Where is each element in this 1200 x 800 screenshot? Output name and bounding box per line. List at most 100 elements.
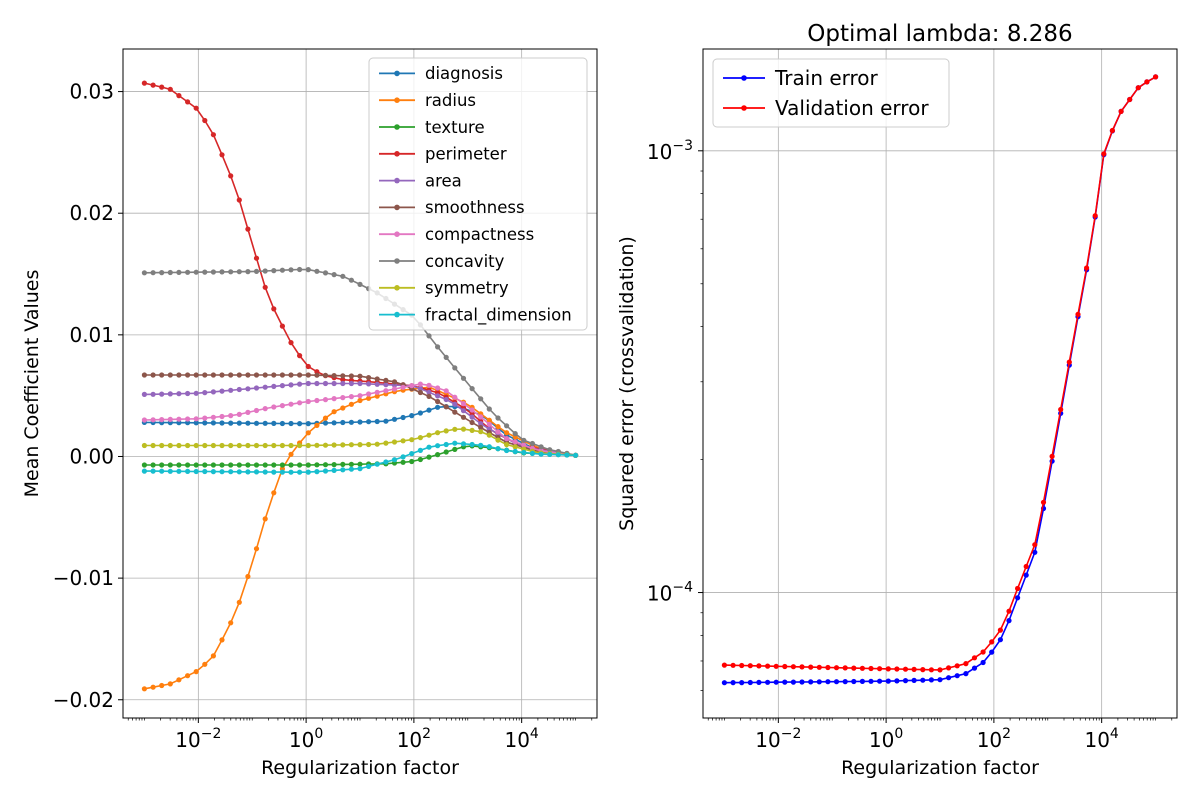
data-point (443, 396, 449, 403)
x-tick-label-base: 10 (869, 728, 894, 752)
data-point (228, 469, 234, 475)
data-point (348, 466, 354, 472)
data-point (219, 462, 225, 468)
data-point (409, 383, 415, 389)
data-point (460, 375, 467, 381)
data-point (765, 679, 771, 685)
data-point (469, 407, 475, 413)
data-point (400, 459, 406, 465)
data-point (790, 679, 797, 685)
data-point (314, 380, 320, 387)
data-point (980, 659, 986, 666)
data-point (877, 666, 883, 672)
legend-swatch-marker (741, 75, 747, 81)
data-point (297, 462, 303, 468)
data-point (435, 393, 441, 399)
data-point (236, 469, 242, 475)
data-point (357, 442, 363, 448)
legend-item: concavity (379, 252, 505, 271)
data-point (167, 269, 173, 276)
x-minor-ticks (707, 718, 1173, 721)
data-point (322, 380, 329, 387)
data-point (253, 268, 260, 274)
data-point (460, 408, 467, 414)
data-point (426, 444, 432, 450)
data-point (495, 429, 501, 435)
data-point (322, 420, 329, 426)
data-point (963, 661, 969, 667)
data-point (495, 446, 501, 452)
data-point (271, 490, 277, 496)
data-point (331, 462, 337, 468)
data-point (538, 444, 544, 450)
legend-label: area (425, 171, 462, 190)
data-point (314, 462, 320, 468)
data-point (495, 415, 501, 421)
data-point (417, 410, 423, 416)
data-point (357, 461, 363, 467)
data-point (245, 420, 251, 426)
data-point (868, 665, 874, 672)
data-point (894, 666, 900, 672)
data-point (452, 440, 458, 446)
data-point (885, 678, 891, 684)
legend-swatch-marker (394, 258, 400, 264)
data-point (314, 372, 320, 378)
chart-title: Optimal lambda: 8.286 (807, 21, 1072, 47)
data-point (391, 386, 398, 392)
data-point (176, 416, 182, 422)
data-point (176, 468, 182, 474)
data-point (262, 372, 268, 378)
data-point (210, 414, 216, 420)
data-point (219, 269, 225, 275)
data-point (185, 269, 191, 275)
data-point (426, 382, 432, 388)
data-point (452, 401, 458, 407)
data-point (1015, 595, 1021, 601)
data-point (331, 420, 337, 426)
data-point (504, 430, 510, 436)
data-point (236, 197, 242, 203)
data-point (825, 664, 831, 671)
data-point (288, 451, 294, 457)
data-point (383, 459, 389, 465)
data-point (271, 442, 277, 449)
data-point (219, 413, 225, 420)
grid (703, 49, 1177, 718)
data-point (279, 383, 285, 389)
data-point (202, 269, 208, 275)
data-point (279, 462, 285, 468)
data-point (478, 429, 484, 435)
data-point (297, 421, 303, 427)
x-tick-label: 100 (289, 726, 323, 752)
legend-swatch-marker (394, 231, 400, 237)
legend-label: diagnosis (425, 64, 503, 83)
data-point (391, 416, 398, 422)
data-point (185, 99, 191, 105)
data-point (305, 462, 311, 468)
data-point (193, 462, 199, 468)
data-point (305, 398, 311, 405)
data-point (877, 678, 883, 684)
data-point (150, 270, 156, 276)
x-tick-label-base: 10 (175, 728, 200, 752)
data-point (851, 678, 857, 685)
data-point (236, 269, 242, 275)
legend-swatch-marker (394, 97, 400, 103)
data-point (150, 684, 156, 690)
data-point (314, 397, 320, 404)
data-point (271, 462, 277, 468)
data-point (176, 462, 182, 468)
data-point (512, 431, 518, 437)
x-tick-label-base: 10 (1084, 728, 1109, 752)
data-point (210, 389, 216, 395)
data-point (478, 442, 484, 448)
legend-label: Validation error (775, 96, 929, 120)
data-point (435, 404, 441, 410)
data-point (210, 462, 216, 468)
x-tick-label-exponent: 0 (894, 726, 903, 742)
data-point (911, 677, 917, 684)
data-point (340, 380, 346, 387)
data-point (236, 411, 242, 417)
data-point (357, 419, 363, 425)
